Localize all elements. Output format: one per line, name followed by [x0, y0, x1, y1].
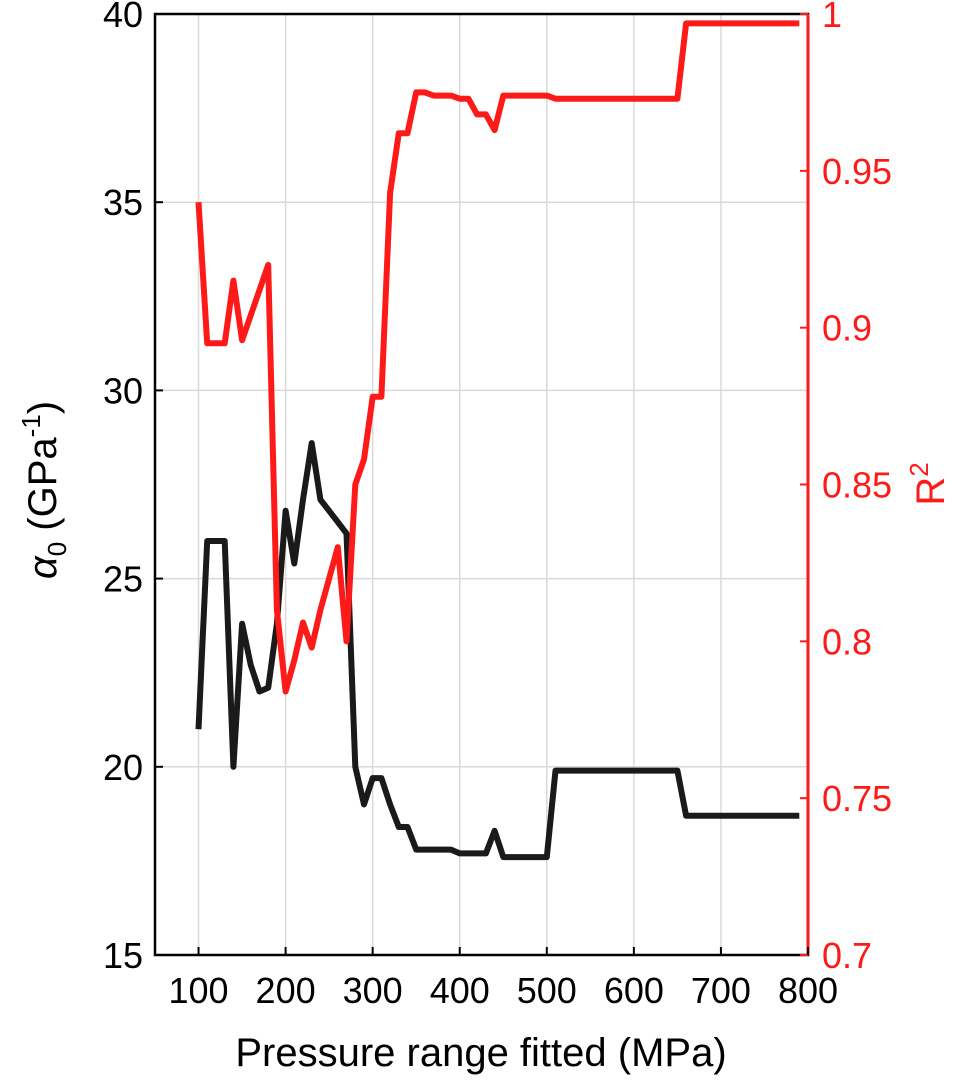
- x-tick-label: 800: [778, 970, 838, 1011]
- alpha-subscript: 0: [42, 542, 72, 556]
- left-tick-label: 40: [103, 0, 143, 35]
- x-tick-label: 700: [691, 970, 751, 1011]
- left-tick-label: 30: [103, 370, 143, 411]
- right-tick-label: 0.7: [822, 935, 872, 976]
- x-tick-label: 400: [430, 970, 490, 1011]
- right-tick-label: 0.95: [822, 151, 892, 192]
- alpha-symbol: α: [21, 555, 65, 579]
- x-tick-label: 300: [343, 970, 403, 1011]
- right-axis-ticks: 0.7 0.75 0.8 0.85 0.9 0.95 1: [800, 0, 892, 976]
- left-tick-label: 35: [103, 182, 143, 223]
- left-label-close: ): [21, 401, 65, 414]
- left-tick-label: 25: [103, 559, 143, 600]
- alpha0-series-line: [195, 440, 800, 861]
- left-label-unit: (GPa: [21, 437, 65, 542]
- left-y-axis-label: α0 (GPa-1): [16, 401, 72, 579]
- right-tick-label: 1: [822, 0, 842, 35]
- right-y-axis-label: R2: [904, 462, 953, 505]
- r-superscript: 2: [904, 462, 934, 476]
- left-label-superscript: -1: [16, 414, 46, 437]
- x-axis-ticks: 100 200 300 400 500 600 700 800: [168, 947, 838, 1011]
- right-tick-label: 0.8: [822, 621, 872, 662]
- r-letter: R: [909, 477, 953, 506]
- left-axis-ticks: 15 20 25 30 35 40: [103, 0, 163, 976]
- x-tick-label: 500: [517, 970, 577, 1011]
- x-tick-label: 100: [168, 970, 228, 1011]
- right-tick-label: 0.75: [822, 778, 892, 819]
- left-tick-label: 15: [103, 935, 143, 976]
- right-tick-label: 0.9: [822, 308, 872, 349]
- x-tick-label: 600: [604, 970, 664, 1011]
- series-layer: [195, 20, 800, 861]
- left-tick-label: 20: [103, 747, 143, 788]
- right-tick-label: 0.85: [822, 465, 892, 506]
- x-axis-label: Pressure range fitted (MPa): [235, 1031, 726, 1075]
- x-tick-label: 200: [256, 970, 316, 1011]
- r2-series-line: [195, 20, 800, 695]
